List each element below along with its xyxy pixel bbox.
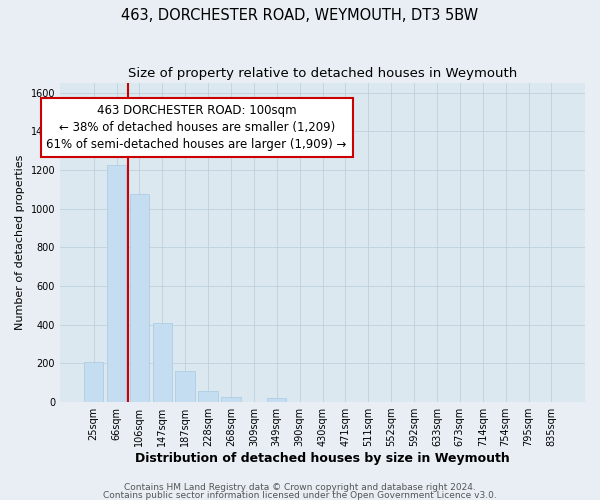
Bar [84,362,103,402]
Bar [267,398,286,402]
Y-axis label: Number of detached properties: Number of detached properties [15,155,25,330]
X-axis label: Distribution of detached houses by size in Weymouth: Distribution of detached houses by size … [135,452,510,465]
Bar [221,397,241,402]
Text: Contains HM Land Registry data © Crown copyright and database right 2024.: Contains HM Land Registry data © Crown c… [124,484,476,492]
Text: 463, DORCHESTER ROAD, WEYMOUTH, DT3 5BW: 463, DORCHESTER ROAD, WEYMOUTH, DT3 5BW [121,8,479,22]
Bar [107,165,126,402]
Text: 463 DORCHESTER ROAD: 100sqm
← 38% of detached houses are smaller (1,209)
61% of : 463 DORCHESTER ROAD: 100sqm ← 38% of det… [46,104,347,152]
Bar [199,392,218,402]
Bar [175,371,195,402]
Bar [152,323,172,402]
Title: Size of property relative to detached houses in Weymouth: Size of property relative to detached ho… [128,68,517,80]
Text: Contains public sector information licensed under the Open Government Licence v3: Contains public sector information licen… [103,490,497,500]
Bar [130,194,149,402]
